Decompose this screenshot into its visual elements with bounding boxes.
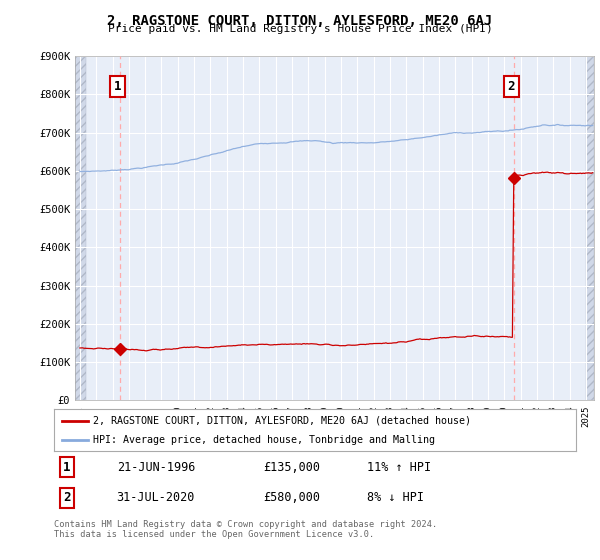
Text: £580,000: £580,000	[263, 491, 320, 504]
Text: 31-JUL-2020: 31-JUL-2020	[116, 491, 195, 504]
Text: £135,000: £135,000	[263, 461, 320, 474]
Text: 11% ↑ HPI: 11% ↑ HPI	[367, 461, 431, 474]
Text: 2, RAGSTONE COURT, DITTON, AYLESFORD, ME20 6AJ: 2, RAGSTONE COURT, DITTON, AYLESFORD, ME…	[107, 14, 493, 28]
Text: Price paid vs. HM Land Registry's House Price Index (HPI): Price paid vs. HM Land Registry's House …	[107, 24, 493, 34]
Text: 21-JUN-1996: 21-JUN-1996	[116, 461, 195, 474]
Text: 2: 2	[64, 491, 71, 504]
Text: 8% ↓ HPI: 8% ↓ HPI	[367, 491, 424, 504]
Text: 1: 1	[64, 461, 71, 474]
Text: Contains HM Land Registry data © Crown copyright and database right 2024.
This d: Contains HM Land Registry data © Crown c…	[54, 520, 437, 539]
Text: HPI: Average price, detached house, Tonbridge and Malling: HPI: Average price, detached house, Tonb…	[93, 435, 435, 445]
Text: 1: 1	[114, 80, 122, 93]
Text: 2: 2	[508, 80, 515, 93]
Text: 2, RAGSTONE COURT, DITTON, AYLESFORD, ME20 6AJ (detached house): 2, RAGSTONE COURT, DITTON, AYLESFORD, ME…	[93, 416, 471, 426]
